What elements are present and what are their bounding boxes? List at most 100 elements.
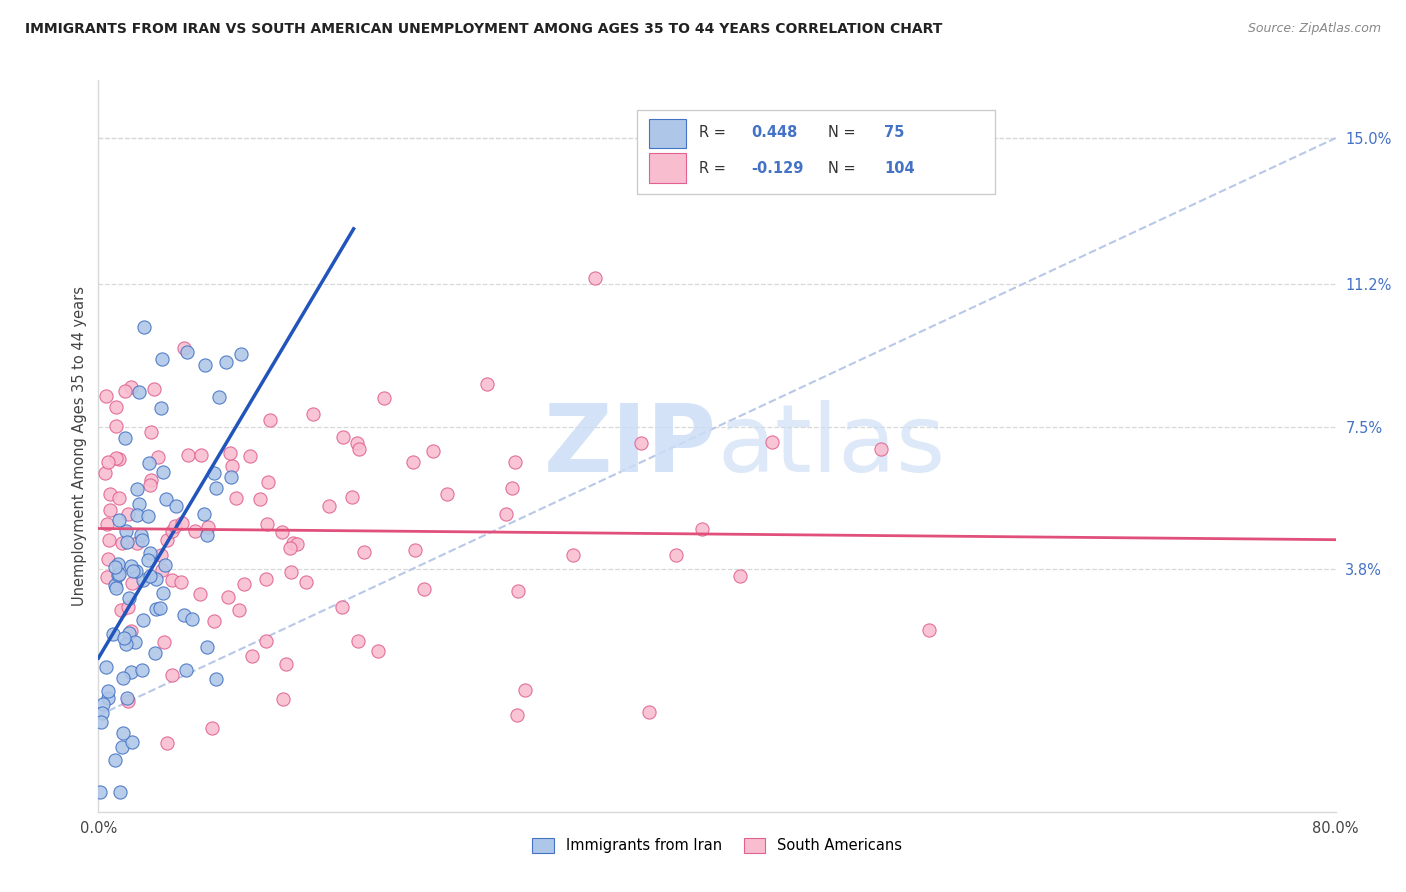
Text: atlas: atlas [717, 400, 945, 492]
FancyBboxPatch shape [650, 153, 686, 183]
Point [283, 536, 305, 550]
Point [139, 478, 162, 492]
Point [105, 419, 128, 434]
Point [96, 570, 118, 584]
Point [112, 631, 135, 645]
Point [115, 637, 138, 651]
Point [259, 413, 281, 427]
Point [121, 575, 143, 590]
Point [120, 558, 142, 573]
Point [145, 601, 167, 615]
Point [115, 691, 138, 706]
Point [143, 646, 166, 660]
Point [501, 481, 523, 495]
Point [139, 473, 162, 487]
Point [918, 624, 941, 638]
Point [136, 509, 159, 524]
Point [129, 528, 152, 542]
Point [107, 557, 129, 571]
Point [104, 577, 127, 591]
Point [111, 535, 134, 549]
Point [149, 601, 172, 615]
Text: IMMIGRANTS FROM IRAN VS SOUTH AMERICAN UNEMPLOYMENT AMONG AGES 35 TO 44 YEARS CO: IMMIGRANTS FROM IRAN VS SOUTH AMERICAN U… [25, 22, 942, 37]
Point [562, 548, 585, 562]
Point [583, 271, 606, 285]
Point [664, 548, 686, 562]
Point [139, 425, 162, 440]
Point [97, 551, 120, 566]
Point [225, 491, 247, 506]
Point [125, 482, 148, 496]
Point [125, 564, 148, 578]
Point [346, 435, 368, 450]
Point [108, 452, 131, 467]
Point [294, 575, 316, 590]
Point [108, 513, 131, 527]
Point [165, 499, 187, 513]
Point [108, 566, 131, 581]
Point [197, 520, 219, 534]
Point [353, 545, 375, 559]
Point [637, 705, 659, 719]
Point [240, 649, 263, 664]
Point [152, 466, 174, 480]
Point [98, 487, 121, 501]
Point [117, 694, 139, 708]
Text: N =: N = [828, 126, 860, 140]
Point [90, 714, 112, 729]
Point [124, 635, 146, 649]
Point [110, 603, 132, 617]
Point [513, 682, 536, 697]
Point [149, 401, 172, 415]
Point [436, 487, 458, 501]
Point [120, 665, 142, 679]
Text: -0.129: -0.129 [752, 161, 804, 176]
Point [103, 753, 125, 767]
Point [176, 345, 198, 359]
Point [104, 560, 127, 574]
Point [318, 500, 340, 514]
Point [173, 607, 195, 622]
Point [145, 572, 167, 586]
Point [117, 599, 139, 614]
Point [219, 470, 242, 484]
Point [256, 475, 278, 490]
Point [347, 442, 370, 457]
Text: 104: 104 [884, 161, 915, 176]
Point [228, 603, 250, 617]
Text: R =: R = [699, 161, 730, 176]
Point [193, 507, 215, 521]
Point [136, 553, 159, 567]
Point [134, 320, 156, 334]
Point [89, 785, 111, 799]
Point [117, 507, 139, 521]
Point [170, 574, 193, 589]
Point [91, 697, 114, 711]
Point [105, 401, 128, 415]
Point [173, 342, 195, 356]
Text: ZIP: ZIP [544, 400, 717, 492]
Point [301, 407, 323, 421]
Point [156, 533, 179, 548]
Point [152, 586, 174, 600]
Point [271, 524, 294, 539]
Point [153, 634, 176, 648]
Point [120, 624, 142, 638]
Point [156, 736, 179, 750]
Point [184, 524, 207, 539]
Point [108, 785, 131, 799]
Text: 0.448: 0.448 [752, 126, 799, 140]
Point [118, 625, 141, 640]
Point [111, 739, 134, 754]
Point [138, 456, 160, 470]
Point [128, 497, 150, 511]
Point [97, 455, 120, 469]
Point [91, 706, 114, 721]
Point [503, 455, 526, 469]
Point [231, 347, 253, 361]
Point [94, 388, 117, 402]
Point [285, 537, 308, 551]
Point [475, 376, 498, 391]
Point [150, 352, 173, 367]
Point [97, 683, 120, 698]
